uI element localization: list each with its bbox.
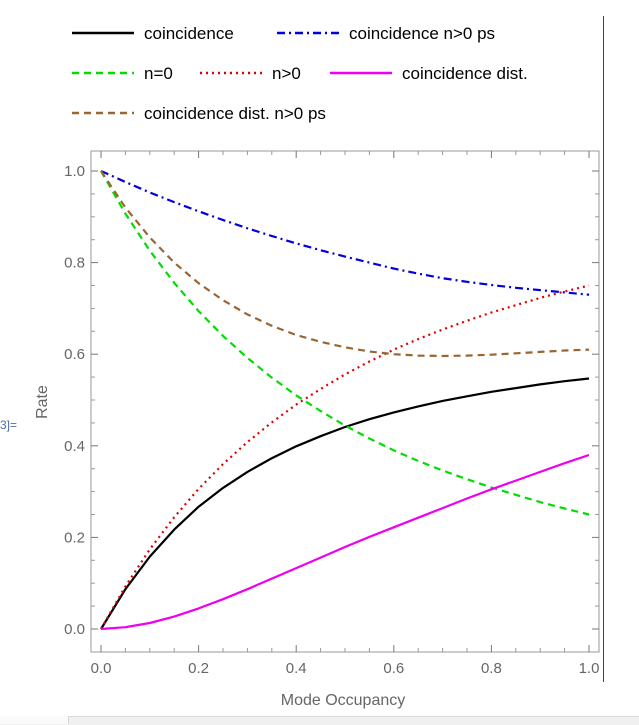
cell-bracket bbox=[603, 16, 604, 682]
axis-ticks: 0.0 0.2 0.4 0.6 0.8 1.0 0.0 0.2 0.4 0.6 0.8 1.0 bbox=[64, 151, 599, 677]
cell-label: 3]= bbox=[0, 418, 18, 432]
series-line-4 bbox=[100, 284, 590, 630]
y-tick-label: 0.4 bbox=[64, 438, 85, 455]
legend: coincidence coincidence n>0 ps n=0 n>0 coinc… bbox=[72, 24, 528, 123]
legend-label-2: coincidence n>0 ps bbox=[349, 24, 495, 43]
y-tick-label: 1.0 bbox=[64, 163, 85, 180]
series-line-5 bbox=[100, 453, 590, 631]
x-tick-label: 0.4 bbox=[286, 660, 307, 677]
x-tick-label: 0.2 bbox=[188, 660, 209, 677]
legend-label-5: coincidence dist. bbox=[402, 64, 528, 83]
status-tab bbox=[0, 716, 69, 724]
series-line-6 bbox=[100, 170, 590, 358]
y-axis-label: Rate bbox=[34, 385, 51, 419]
series-line-2 bbox=[100, 169, 590, 296]
x-tick-label: 0.0 bbox=[91, 660, 112, 677]
x-tick-label: 1.0 bbox=[579, 660, 600, 677]
series-lines bbox=[100, 169, 590, 631]
plot-frame bbox=[90, 150, 600, 653]
x-tick-label: 0.8 bbox=[481, 660, 502, 677]
x-tick-label: 0.6 bbox=[383, 660, 404, 677]
legend-label-6: coincidence dist. n>0 ps bbox=[144, 104, 326, 123]
series-line-1 bbox=[100, 377, 590, 630]
y-tick-label: 0.6 bbox=[64, 346, 85, 363]
legend-label-4: n>0 bbox=[272, 64, 301, 83]
legend-label-1: coincidence bbox=[144, 24, 234, 43]
y-tick-label: 0.2 bbox=[64, 529, 85, 546]
status-strip bbox=[0, 716, 639, 725]
x-axis-label: Mode Occupancy bbox=[281, 692, 406, 709]
y-tick-label: 0.8 bbox=[64, 255, 85, 272]
y-tick-label: 0.0 bbox=[64, 621, 85, 638]
legend-label-3: n=0 bbox=[144, 64, 173, 83]
series-line-3 bbox=[100, 170, 590, 516]
